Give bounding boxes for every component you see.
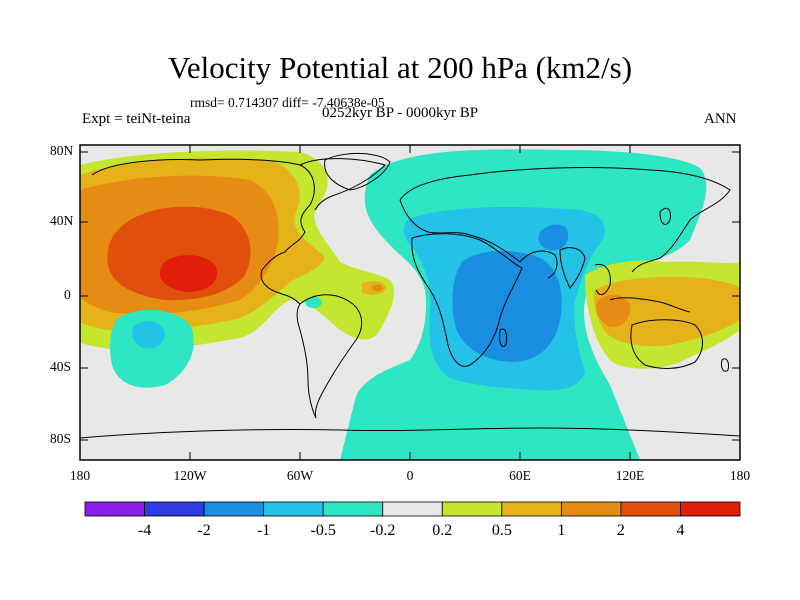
colorbar-box <box>382 501 443 517</box>
colorbar-box <box>620 501 681 517</box>
colorbar-box <box>263 501 324 517</box>
colorbar-label: -0.2 <box>370 522 396 539</box>
colorbar-label: -0.5 <box>310 522 336 539</box>
experiment-label: Expt = teiNt-teina <box>82 111 191 127</box>
x-tick-label: 180 <box>729 468 751 483</box>
period-label: 0252kyr BP - 0000kyr BP <box>321 105 479 121</box>
colorbar <box>84 501 741 517</box>
colorbar-box <box>84 501 145 517</box>
y-tick-label: 40S <box>50 359 72 374</box>
contour-positive-blob <box>372 284 383 292</box>
plot-title: Velocity Potential at 200 hPa (km2/s) <box>167 50 633 85</box>
colorbar-box <box>441 501 503 517</box>
season-label: ANN <box>704 111 737 127</box>
contour-negative-0.5 <box>132 321 166 349</box>
y-tick-label: 40N <box>50 213 74 228</box>
colorbar-label: -2 <box>197 522 211 539</box>
colorbar-box <box>144 501 205 517</box>
x-tick-label: 120W <box>173 468 207 483</box>
colorbar-label: 2 <box>616 522 625 539</box>
contour-negative-1 <box>452 250 562 362</box>
colorbar-box <box>322 501 384 517</box>
colorbar-label: -1 <box>256 522 271 539</box>
y-tick-label: 80S <box>50 431 72 446</box>
colorbar-box <box>560 501 622 517</box>
contour-positive-maritime-0.5 <box>594 276 740 347</box>
contour-field <box>80 149 740 460</box>
axis-ticks <box>79 145 741 460</box>
x-tick-label: 0 <box>406 468 414 483</box>
colorbar-label: 4 <box>676 522 685 539</box>
colorbar-label: 0.2 <box>432 522 453 539</box>
stats-label: rmsd= 0.714307 diff= -7.40638e-05 <box>190 95 385 110</box>
contour-negative-blob <box>306 296 322 309</box>
x-tick-label: 60W <box>286 468 314 483</box>
colorbar-label: 0.5 <box>491 522 512 539</box>
coastlines <box>80 152 740 439</box>
contour-negative-0.2 <box>110 309 194 388</box>
x-tick-label: 120E <box>615 468 645 483</box>
x-tick-label: 60E <box>509 468 531 483</box>
y-tick-label: 80N <box>50 143 74 158</box>
contour-positive-4 <box>159 255 218 292</box>
colorbar-label: 1 <box>557 522 566 539</box>
y-tick-label: 0 <box>64 287 71 302</box>
colorbar-box <box>501 501 562 517</box>
colorbar-box <box>203 501 265 517</box>
colorbar-label: -4 <box>137 522 152 539</box>
contour-positive-maritime-1 <box>596 294 631 327</box>
x-tick-label: 180 <box>69 468 91 483</box>
colorbar-box <box>680 501 741 517</box>
contour-negative-1b <box>538 224 569 251</box>
